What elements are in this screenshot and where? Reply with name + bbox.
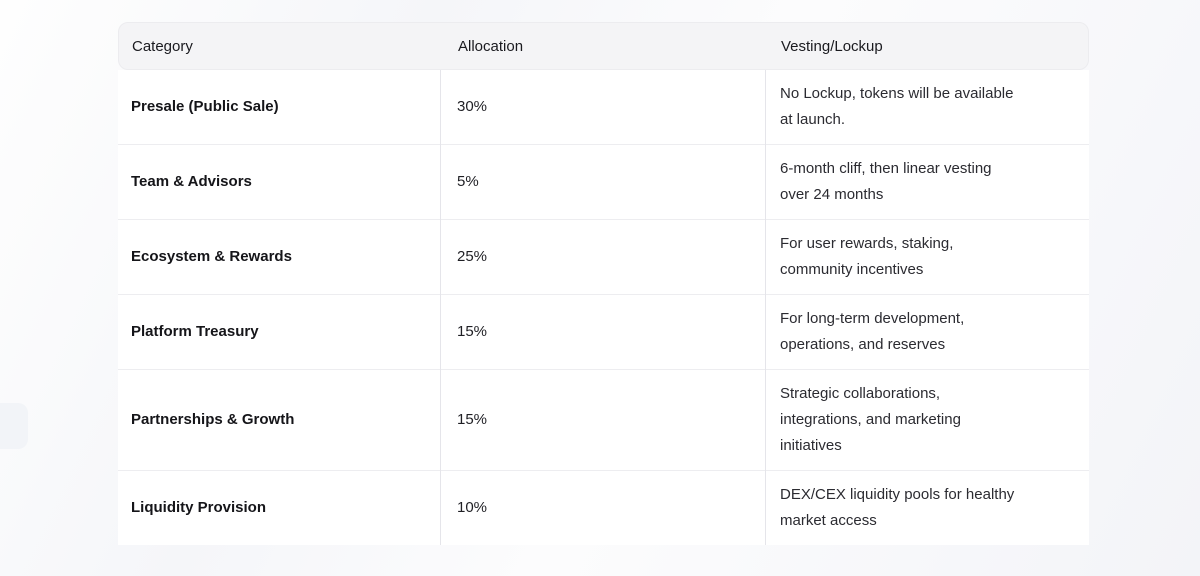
column-header-category: Category — [132, 37, 193, 55]
allocation-cell: 25% — [457, 248, 488, 265]
category-cell: Presale (Public Sale) — [131, 98, 279, 115]
table-row: Platform Treasury 15% For long-term deve… — [118, 294, 1089, 369]
table-row: Liquidity Provision 10% DEX/CEX liquidit… — [118, 470, 1089, 545]
vesting-cell: Strategic collaborations, integrations, … — [780, 385, 961, 454]
column-header-allocation: Allocation — [458, 37, 524, 55]
table-body: Presale (Public Sale) 30% No Lockup, tok… — [118, 70, 1089, 545]
category-cell: Team & Advisors — [131, 173, 252, 190]
table-row: Presale (Public Sale) 30% No Lockup, tok… — [118, 70, 1089, 144]
allocation-cell: 15% — [457, 323, 488, 340]
category-cell: Liquidity Provision — [131, 499, 267, 516]
vesting-cell: No Lockup, tokens will be available at l… — [780, 85, 1014, 128]
table-row: Team & Advisors 5% 6-month cliff, then l… — [118, 144, 1089, 219]
allocation-cell: 15% — [457, 411, 488, 428]
table-row: Partnerships & Growth 15% Strategic coll… — [118, 369, 1089, 470]
table-row: Ecosystem & Rewards 25% For user rewards… — [118, 219, 1089, 294]
column-divider — [765, 70, 766, 545]
category-cell: Ecosystem & Rewards — [131, 248, 292, 265]
left-edge-tab — [0, 403, 28, 449]
category-cell: Platform Treasury — [131, 323, 259, 340]
vesting-cell: 6-month cliff, then linear vesting over … — [780, 160, 992, 203]
token-allocation-table: Category Allocation Vesting/Lockup Presa… — [118, 22, 1089, 545]
vesting-cell: DEX/CEX liquidity pools for healthy mark… — [780, 486, 1015, 529]
table-header-row: Category Allocation Vesting/Lockup — [118, 22, 1089, 70]
category-cell: Partnerships & Growth — [131, 411, 295, 428]
allocation-cell: 10% — [457, 499, 488, 516]
allocation-cell: 5% — [457, 173, 479, 190]
vesting-cell: For long-term development, operations, a… — [780, 310, 965, 353]
vesting-cell: For user rewards, staking, community inc… — [780, 235, 954, 278]
column-divider — [440, 70, 441, 545]
allocation-cell: 30% — [457, 98, 488, 115]
column-header-vesting: Vesting/Lockup — [781, 37, 883, 55]
